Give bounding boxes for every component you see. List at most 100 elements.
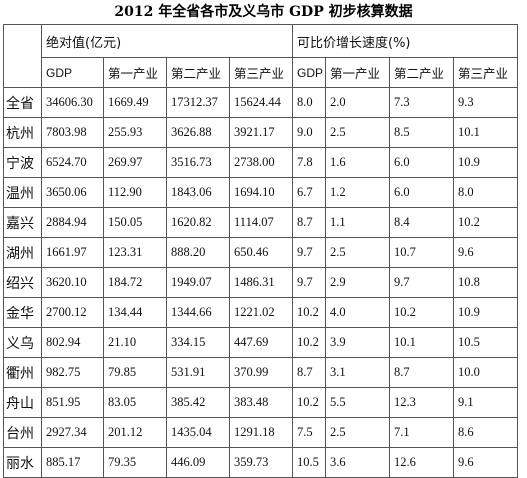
value-cell: 6524.70 [41, 147, 104, 178]
value-cell: 79.85 [103, 357, 167, 388]
region-cell: 台州 [3, 417, 42, 448]
value-cell: 1661.97 [41, 237, 104, 268]
value-cell: 885.17 [41, 447, 104, 478]
value-cell: 10.8 [453, 267, 518, 298]
value-cell: 1435.04 [166, 417, 230, 448]
value-cell: 184.72 [103, 267, 167, 298]
table-row: 杭州 7803.98 255.93 3626.88 3921.17 9.0 2.5 8.5 10… [3, 117, 518, 148]
value-cell: 9.6 [453, 237, 518, 268]
value-cell: 383.48 [229, 387, 293, 418]
table-row: 全省 34606.30 1669.49 17312.37 15624.44 8.0 2.0 7… [3, 87, 518, 118]
value-cell: 8.4 [389, 207, 454, 238]
value-cell: 8.0 [453, 177, 518, 208]
value-cell: 446.09 [166, 447, 230, 478]
region-cell: 全省 [3, 87, 42, 118]
value-cell: 3.9 [325, 327, 390, 358]
table-row: 台州 2927.34 201.12 1435.04 1291.18 7.5 2.5 7.1 8.… [3, 417, 518, 448]
value-cell: 21.10 [103, 327, 167, 358]
region-cell: 金华 [3, 297, 42, 328]
gdp-data-table: 绝对值(亿元) 可比价增长速度(%) GDP 第一产业 第二产业 第三产业 GD… [3, 24, 518, 478]
value-cell: 1.6 [325, 147, 390, 178]
value-cell: 447.69 [229, 327, 293, 358]
value-cell: 134.44 [103, 297, 167, 328]
header-row-groups: 绝对值(亿元) 可比价增长速度(%) [3, 24, 518, 88]
value-cell: 7.8 [292, 147, 326, 178]
value-cell: 34606.30 [41, 87, 104, 118]
value-cell: 1291.18 [229, 417, 293, 448]
value-cell: 5.5 [325, 387, 390, 418]
value-cell: 10.7 [389, 237, 454, 268]
value-cell: 7803.98 [41, 117, 104, 148]
header-row-sub: GDP 第一产业 第二产业 第三产业 GDP 第一产业 第二产业 第三产业 [4, 57, 518, 88]
region-cell: 宁波 [3, 147, 42, 178]
value-cell: 888.20 [166, 237, 230, 268]
value-cell: 255.93 [103, 117, 167, 148]
col-header-secondary-growth: 第二产业 [389, 57, 454, 88]
value-cell: 3.1 [325, 357, 390, 388]
table-row: 金华 2700.12 134.44 1344.66 1221.02 10.2 4.0 10.2… [3, 297, 518, 328]
region-cell: 绍兴 [3, 267, 42, 298]
region-cell: 温州 [3, 177, 42, 208]
group-header-growth: 可比价增长速度(%) [292, 24, 518, 58]
value-cell: 3626.88 [166, 117, 230, 148]
value-cell: 2927.34 [41, 417, 104, 448]
region-cell: 丽水 [3, 447, 42, 478]
value-cell: 9.7 [292, 237, 326, 268]
value-cell: 1843.06 [166, 177, 230, 208]
value-cell: 10.1 [389, 327, 454, 358]
value-cell: 9.0 [292, 117, 326, 148]
value-cell: 1694.10 [229, 177, 293, 208]
value-cell: 2.5 [325, 417, 390, 448]
col-header-secondary-abs: 第二产业 [166, 57, 230, 88]
value-cell: 851.95 [41, 387, 104, 418]
value-cell: 9.1 [453, 387, 518, 418]
value-cell: 8.7 [292, 207, 326, 238]
table-row: 衢州 982.75 79.85 531.91 370.99 8.7 3.1 8.7 10.0 [3, 357, 518, 388]
value-cell: 8.7 [292, 357, 326, 388]
value-cell: 370.99 [229, 357, 293, 388]
table-row: 义乌 802.94 21.10 334.15 447.69 10.2 3.9 10.1 10.5 [3, 327, 518, 358]
corner-cell [3, 24, 42, 88]
value-cell: 1.1 [325, 207, 390, 238]
value-cell: 9.7 [389, 267, 454, 298]
value-cell: 1.2 [325, 177, 390, 208]
value-cell: 802.94 [41, 327, 104, 358]
table-row: 嘉兴 2884.94 150.05 1620.82 1114.07 8.7 1.1 8.4 10… [3, 207, 518, 238]
value-cell: 359.73 [229, 447, 293, 478]
value-cell: 7.5 [292, 417, 326, 448]
value-cell: 10.2 [292, 387, 326, 418]
col-header-primary-abs: 第一产业 [103, 57, 167, 88]
table-title: 2012 年全省各市及义乌市 GDP 初步核算数据 [114, 4, 413, 20]
value-cell: 2738.00 [229, 147, 293, 178]
value-cell: 531.91 [166, 357, 230, 388]
value-cell: 2.5 [325, 117, 390, 148]
value-cell: 10.5 [292, 447, 326, 478]
value-cell: 10.2 [292, 327, 326, 358]
value-cell: 3516.73 [166, 147, 230, 178]
value-cell: 3650.06 [41, 177, 104, 208]
value-cell: 79.35 [103, 447, 167, 478]
col-header-tertiary-abs: 第三产业 [229, 57, 293, 88]
value-cell: 8.6 [453, 417, 518, 448]
value-cell: 10.9 [453, 297, 518, 328]
value-cell: 3620.10 [41, 267, 104, 298]
value-cell: 982.75 [41, 357, 104, 388]
value-cell: 9.3 [453, 87, 518, 118]
col-header-primary-growth: 第一产业 [325, 57, 390, 88]
value-cell: 10.5 [453, 327, 518, 358]
value-cell: 2884.94 [41, 207, 104, 238]
value-cell: 2.0 [325, 87, 390, 118]
col-header-gdp-abs: GDP [41, 57, 104, 88]
region-cell: 嘉兴 [3, 207, 42, 238]
value-cell: 1669.49 [103, 87, 167, 118]
group-header-absolute: 绝对值(亿元) [41, 24, 293, 58]
value-cell: 9.6 [453, 447, 518, 478]
value-cell: 6.0 [389, 147, 454, 178]
value-cell: 10.2 [453, 207, 518, 238]
table-row: 绍兴 3620.10 184.72 1949.07 1486.31 9.7 2.9 9.7 10… [3, 267, 518, 298]
value-cell: 8.0 [292, 87, 326, 118]
value-cell: 6.0 [389, 177, 454, 208]
value-cell: 269.97 [103, 147, 167, 178]
value-cell: 1114.07 [229, 207, 293, 238]
region-cell: 杭州 [3, 117, 42, 148]
